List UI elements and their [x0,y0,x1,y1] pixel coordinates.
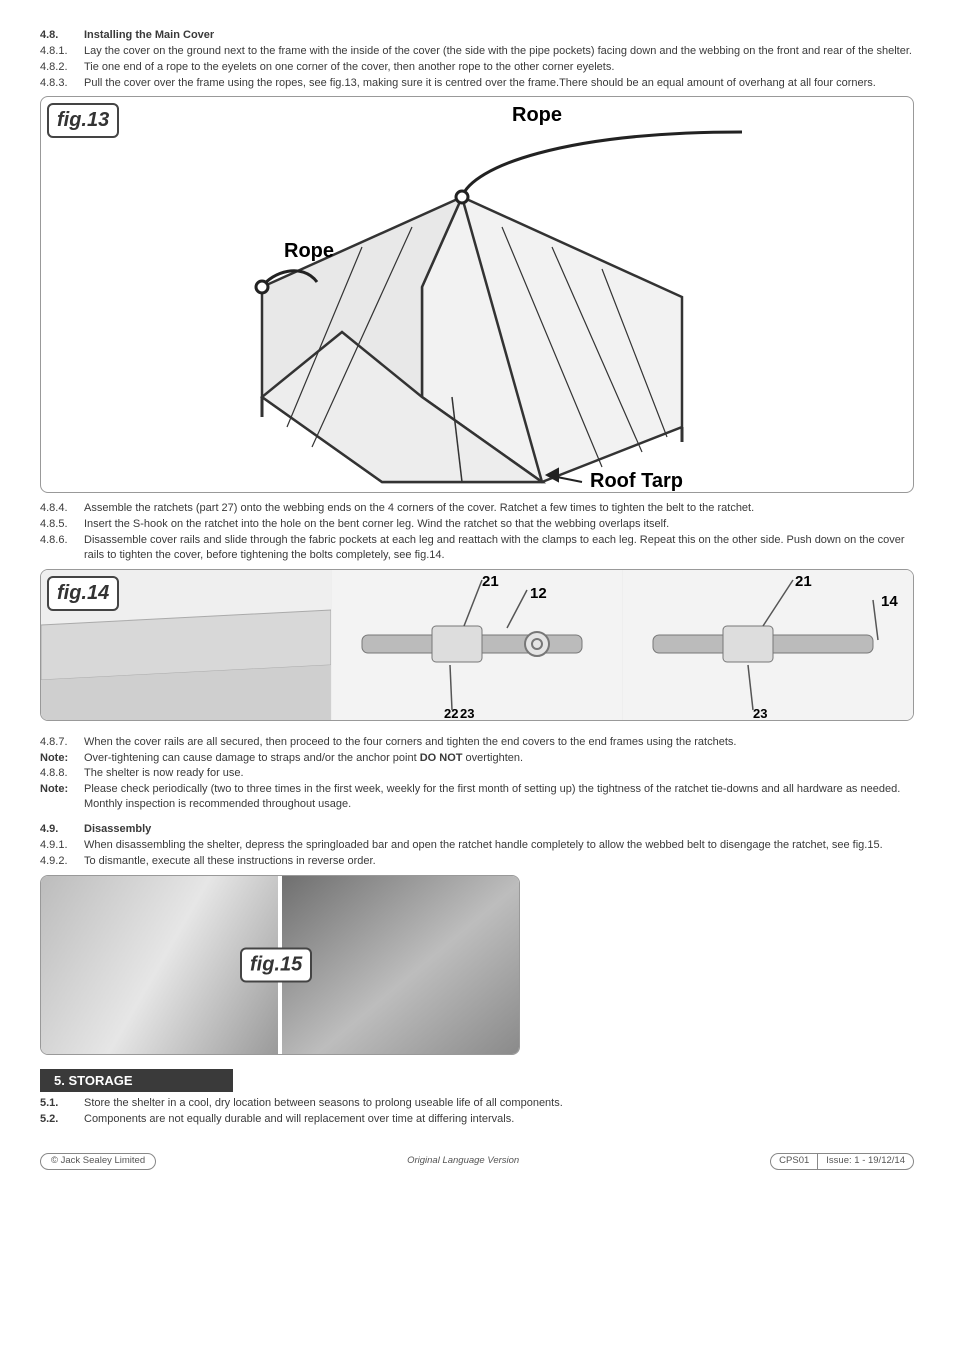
instruction-text: Store the shelter in a cool, dry locatio… [84,1096,914,1111]
svg-text:12: 12 [530,585,547,602]
section-title: Disassembly [84,822,914,837]
svg-text:22: 22 [444,706,458,720]
section-number: 4.8. [40,28,84,43]
instruction-row: 4.8.1.Lay the cover on the ground next t… [40,44,914,59]
instruction-row: 4.8.8.The shelter is now ready for use. [40,766,914,781]
figure-13: fig.13 [40,96,914,493]
instruction-text: Pull the cover over the frame using the … [84,76,914,91]
figure-label: fig.15 [240,947,312,982]
fig14-panel-3: 21 14 23 [623,570,913,720]
instruction-number: 5.1. [40,1096,84,1111]
instruction-number: 4.8.8. [40,766,84,781]
page-footer: © Jack Sealey Limited Original Language … [40,1153,914,1170]
svg-text:23: 23 [753,706,767,720]
footer-left: © Jack Sealey Limited [40,1153,156,1170]
figure-label: fig.13 [47,103,119,138]
section-title: Installing the Main Cover [84,28,914,43]
footer-code: CPS01 [771,1154,818,1169]
label-roof-tarp: Roof Tarp [590,470,683,492]
list-4-8-a: 4.8.1.Lay the cover on the ground next t… [40,44,914,91]
instruction-number: 4.8.7. [40,735,84,750]
instruction-text: The shelter is now ready for use. [84,766,914,781]
instruction-text: Lay the cover on the ground next to the … [84,44,914,59]
instruction-number: 4.8.3. [40,76,84,91]
instruction-text: Please check periodically (two to three … [84,782,914,812]
section-4-9-header: 4.9. Disassembly [40,822,914,837]
instruction-number: 4.8.5. [40,517,84,532]
storage-heading: 5. STORAGE [40,1069,233,1093]
instruction-row: 5.2.Components are not equally durable a… [40,1112,914,1127]
list-4-9: 4.9.1.When disassembling the shelter, de… [40,838,914,869]
storage-section: 5. STORAGE 5.1.Store the shelter in a co… [40,1063,914,1127]
instruction-number: 4.9.1. [40,838,84,853]
instruction-row: 4.8.2.Tie one end of a rope to the eyele… [40,60,914,75]
figure-13-svg: Rope Rope Roof Tarp [41,97,913,492]
instruction-row: Note:Please check periodically (two to t… [40,782,914,812]
list-4-8-b: 4.8.4.Assemble the ratchets (part 27) on… [40,501,914,562]
instruction-row: 4.8.4.Assemble the ratchets (part 27) on… [40,501,914,516]
instruction-number: 4.8.4. [40,501,84,516]
svg-text:21: 21 [795,573,812,590]
instruction-row: 4.9.1.When disassembling the shelter, de… [40,838,914,853]
section-4-8-header: 4.8. Installing the Main Cover [40,28,914,43]
footer-right: CPS01 Issue: 1 - 19/12/14 [770,1153,914,1170]
instruction-row: 4.8.7.When the cover rails are all secur… [40,735,914,750]
instruction-number: 4.8.2. [40,60,84,75]
list-storage: 5.1.Store the shelter in a cool, dry loc… [40,1096,914,1127]
figure-label: fig.14 [47,576,119,611]
instruction-number: 4.8.1. [40,44,84,59]
fig14-panel-2: 21 12 22 23 [332,570,623,720]
instruction-text: Tie one end of a rope to the eyelets on … [84,60,914,75]
instruction-number: Note: [40,782,84,812]
figure-15: fig.15 [40,875,520,1055]
list-4-8-c: 4.8.7.When the cover rails are all secur… [40,735,914,812]
footer-issue: Issue: 1 - 19/12/14 [818,1154,913,1169]
instruction-number: 4.8.6. [40,533,84,563]
instruction-text: To dismantle, execute all these instruct… [84,854,914,869]
instruction-row: 5.1.Store the shelter in a cool, dry loc… [40,1096,914,1111]
instruction-text: When disassembling the shelter, depress … [84,838,914,853]
instruction-text: When the cover rails are all secured, th… [84,735,914,750]
instruction-text: Insert the S-hook on the ratchet into th… [84,517,914,532]
instruction-text: Assemble the ratchets (part 27) onto the… [84,501,914,516]
label-rope-top: Rope [512,104,562,126]
fig15-photo-right [282,876,519,1054]
instruction-text: Components are not equally durable and w… [84,1112,914,1127]
section-number: 4.9. [40,822,84,837]
instruction-row: 4.8.6.Disassemble cover rails and slide … [40,533,914,563]
instruction-number: 5.2. [40,1112,84,1127]
svg-text:14: 14 [881,593,898,610]
instruction-row: 4.9.2.To dismantle, execute all these in… [40,854,914,869]
instruction-number: 4.9.2. [40,854,84,869]
instruction-row: 4.8.3.Pull the cover over the frame usin… [40,76,914,91]
instruction-row: 4.8.5.Insert the S-hook on the ratchet i… [40,517,914,532]
svg-text:21: 21 [482,573,499,590]
footer-center: Original Language Version [407,1155,519,1168]
instruction-text: Disassemble cover rails and slide throug… [84,533,914,563]
svg-text:23: 23 [460,706,474,720]
instruction-number: Note: [40,751,84,766]
instruction-text: Over-tightening can cause damage to stra… [84,751,914,766]
instruction-row: Note:Over-tightening can cause damage to… [40,751,914,766]
figure-14: fig.14 21 12 22 23 [40,569,914,721]
label-rope-left: Rope [284,240,334,262]
